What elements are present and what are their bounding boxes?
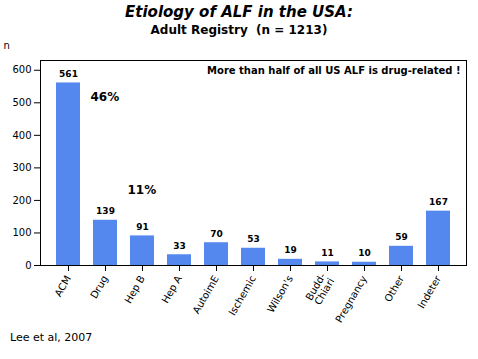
svg-text:300: 300 [12,162,31,173]
html-text:Lee et al, 2007: Lee et al, 2007 [10,331,93,344]
svg-text:0: 0 [25,260,31,271]
svg-text:500: 500 [12,97,31,108]
svg-text:AutoimE: AutoimE [190,274,221,316]
svg-text:53: 53 [247,234,260,244]
svg-text:400: 400 [12,130,31,141]
svg-text:19: 19 [284,245,297,255]
svg-text:100: 100 [12,227,31,238]
svg-text:11: 11 [321,248,334,258]
svg-text:600: 600 [12,64,31,75]
svg-text:91: 91 [136,222,149,232]
svg-text:70: 70 [210,229,223,239]
svg-text:167: 167 [429,197,448,207]
svg-text:Hep B: Hep B [122,273,147,305]
html-text:Adult Registry (n = 1213): Adult Registry (n = 1213) [150,23,328,37]
svg-text:Indeter: Indeter [415,273,443,310]
svg-text:46%: 46% [91,90,120,104]
svg-text:200: 200 [12,195,31,206]
svg-text:Other: Other [382,273,406,304]
svg-text:59: 59 [395,232,408,242]
svg-text:33: 33 [173,241,186,251]
html-text:Etiology of ALF in the USA:: Etiology of ALF in the USA: [125,3,353,21]
svg-text:ACM: ACM [52,274,73,299]
svg-text:n: n [4,40,10,51]
svg-text:Hep A: Hep A [159,273,184,305]
svg-text:Ischemic: Ischemic [226,274,258,318]
svg-text:Wilson's: Wilson's [265,274,295,315]
svg-text:10: 10 [358,248,371,258]
svg-text:Pregnancy: Pregnancy [333,274,369,325]
svg-text:Budd-Chiari: Budd-Chiari [303,271,336,307]
svg-text:561: 561 [59,69,78,79]
svg-text:Drug: Drug [88,274,110,301]
svg-text:11%: 11% [128,183,157,197]
svg-text:139: 139 [96,206,115,216]
svg-text:More than half of all US ALF i: More than half of all US ALF is drug-rel… [207,65,460,76]
